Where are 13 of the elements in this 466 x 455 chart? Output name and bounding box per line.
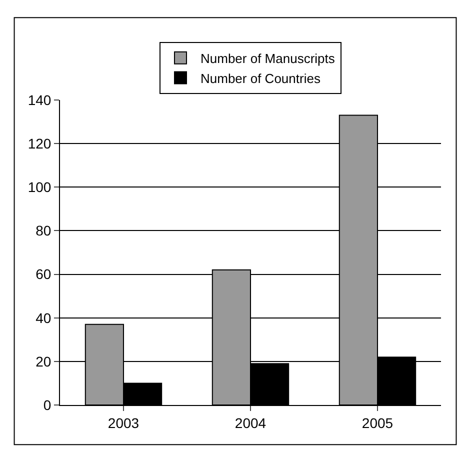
y-tick-label: 60 (36, 266, 52, 282)
x-tick-label: 2003 (108, 414, 140, 431)
y-tick-label: 0 (43, 396, 52, 413)
y-tick-label: 20 (36, 353, 52, 370)
y-tick-label: 120 (28, 135, 52, 152)
y-tick-label: 140 (28, 92, 52, 108)
legend-label: Number of Countries (200, 70, 321, 86)
x-tick-label: 2005 (362, 414, 394, 431)
y-tick-label: 80 (36, 222, 52, 239)
legend-label: Number of Manuscripts (200, 50, 336, 66)
y-tick-label: 100 (28, 179, 52, 196)
x-tick-label: 2004 (234, 414, 266, 431)
y-tick-label: 40 (36, 310, 52, 326)
